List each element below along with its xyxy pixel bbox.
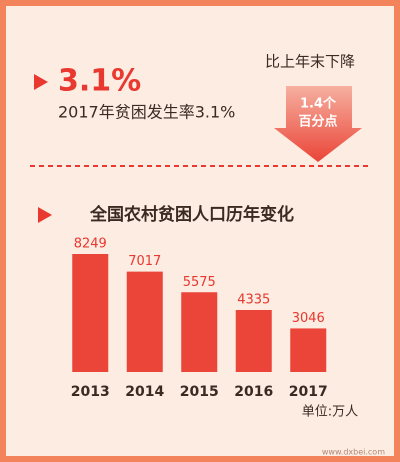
marker bbox=[38, 207, 52, 223]
x-tick-label: 2015 bbox=[180, 384, 219, 400]
change-amount: 1.4个 bbox=[300, 96, 337, 112]
headline-caption: 2017年贫困发生率3.1% bbox=[58, 103, 235, 122]
bar bbox=[181, 292, 218, 372]
x-tick-label: 2013 bbox=[71, 384, 110, 400]
value-label: 4335 bbox=[237, 292, 270, 307]
value-label: 7017 bbox=[128, 254, 161, 269]
bar bbox=[72, 254, 109, 372]
headline-figure: 3.1% bbox=[58, 64, 141, 99]
bar bbox=[126, 271, 163, 372]
bar bbox=[290, 328, 327, 372]
marker bbox=[34, 74, 48, 90]
unit-note: 单位:万人 bbox=[302, 405, 358, 420]
change-unit: 百分点 bbox=[298, 114, 337, 130]
value-label: 8249 bbox=[74, 237, 107, 252]
x-tick-label: 2014 bbox=[125, 384, 164, 400]
change-label: 比上年末下降 bbox=[265, 53, 355, 71]
value-label: 3046 bbox=[292, 311, 325, 326]
bar bbox=[235, 309, 272, 372]
x-tick-label: 2016 bbox=[234, 384, 273, 400]
chart-title: 全国农村贫困人口历年变化 bbox=[89, 204, 294, 225]
value-label: 5575 bbox=[183, 275, 216, 290]
x-tick-label: 2017 bbox=[289, 384, 328, 400]
watermark: www.dxbei.com bbox=[322, 448, 385, 457]
down-arrow bbox=[274, 86, 362, 162]
